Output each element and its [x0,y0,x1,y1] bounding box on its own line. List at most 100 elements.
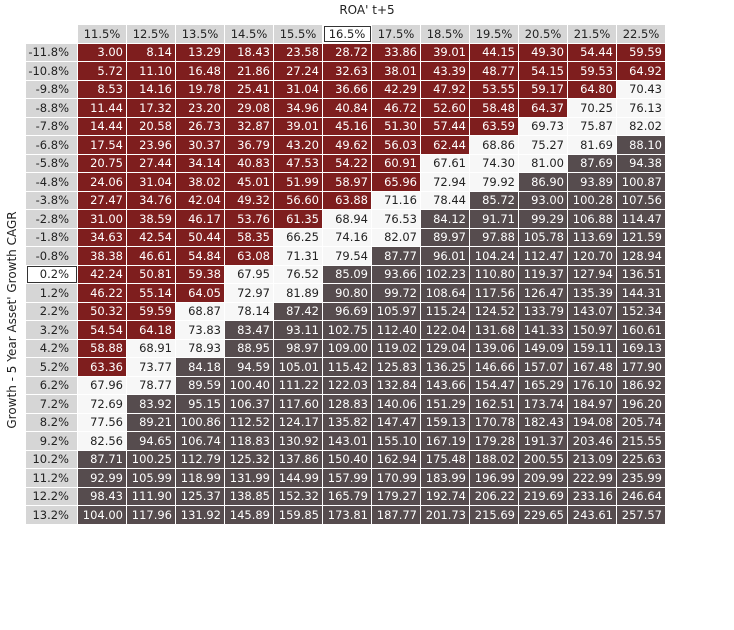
heatmap-cell: 125.83 [371,357,421,377]
heatmap-cell: 111.90 [126,486,176,506]
heatmap-cell: 165.79 [322,486,372,506]
heatmap-cell: 112.79 [175,449,225,469]
heatmap-cell: 106.37 [224,394,274,414]
heatmap-cell: 63.59 [469,116,519,136]
heatmap-cell: 179.27 [371,486,421,506]
heatmap-cell: 29.08 [224,98,274,118]
heatmap-cell: 55.14 [126,283,176,303]
heatmap-cell: 100.28 [567,190,617,210]
heatmap-cell: 229.65 [518,505,568,525]
heatmap-cell: 124.17 [273,412,323,432]
heatmap-cell: 20.58 [126,116,176,136]
heatmap-cell: 17.32 [126,98,176,118]
column-header-18-5pct: 18.5% [420,24,470,44]
heatmap-cell: 175.48 [420,449,470,469]
heatmap-cell: 160.61 [616,320,666,340]
heatmap-cell: 115.42 [322,357,372,377]
heatmap-cell: 60.91 [371,153,421,173]
heatmap-cell: 133.79 [518,301,568,321]
heatmap-cell: 98.97 [273,338,323,358]
heatmap-cell: 143.01 [322,431,372,451]
heatmap-cell: 117.56 [469,283,519,303]
heatmap-cell: 192.74 [420,486,470,506]
heatmap-cell: 40.84 [322,98,372,118]
heatmap-body: -11.8% 3.00 8.14 13.29 18.43 23.58 28.72 33.86 3… [25,42,666,525]
heatmap-cell: 78.93 [175,338,225,358]
heatmap-cell: 78.44 [420,190,470,210]
heatmap-row: 9.2% 82.56 94.65 106.74 118.83 130.92 143.01 15… [25,431,666,451]
heatmap-cell: 167.19 [420,431,470,451]
heatmap-cell: 131.99 [224,468,274,488]
heatmap-cell: 74.30 [469,153,519,173]
row-header: 12.2% [25,486,78,506]
heatmap-cell: 88.10 [616,135,666,155]
heatmap-cell: 47.53 [273,153,323,173]
column-header-11-5pct: 11.5% [77,24,127,44]
heatmap-cell: 170.99 [371,468,421,488]
row-header: -6.8% [25,135,78,155]
heatmap-cell: 64.37 [518,98,568,118]
heatmap-cell: 89.59 [175,375,225,395]
heatmap-row: 6.2% 67.96 78.77 89.59 100.40 111.22 122.03 132… [25,375,666,395]
heatmap-cell: 235.99 [616,468,666,488]
heatmap-cell: 45.01 [224,172,274,192]
heatmap-cell: 64.05 [175,283,225,303]
column-header-12-5pct: 12.5% [126,24,176,44]
heatmap-cell: 94.59 [224,357,274,377]
heatmap-cell: 72.69 [77,394,127,414]
heatmap-cell: 91.71 [469,209,519,229]
heatmap-cell: 58.97 [322,172,372,192]
row-header: 1.2% [25,283,78,303]
heatmap-cell: 23.96 [126,135,176,155]
heatmap-cell: 173.74 [518,394,568,414]
heatmap-cell: 96.69 [322,301,372,321]
heatmap-cell: 20.75 [77,153,127,173]
heatmap-cell: 186.92 [616,375,666,395]
heatmap-row: -5.8% 20.75 27.44 34.14 40.83 47.53 54.22 60.91… [25,153,666,173]
heatmap-cell: 30.37 [175,135,225,155]
heatmap-cell: 106.88 [567,209,617,229]
heatmap-cell: 68.87 [175,301,225,321]
heatmap-cell: 112.52 [224,412,274,432]
row-header: 3.2% [25,320,78,340]
heatmap-cell: 141.33 [518,320,568,340]
heatmap-cell: 120.70 [567,246,617,266]
heatmap-cell: 119.37 [518,264,568,284]
heatmap-cell: 118.83 [224,431,274,451]
heatmap-cell: 70.43 [616,79,666,99]
row-header: 11.2% [25,468,78,488]
heatmap-cell: 183.99 [420,468,470,488]
row-header: -10.8% [25,61,78,81]
heatmap-cell: 196.20 [616,394,666,414]
heatmap-cell: 34.14 [175,153,225,173]
heatmap-cell: 128.83 [322,394,372,414]
heatmap-cell: 194.08 [567,412,617,432]
heatmap-cell: 53.76 [224,209,274,229]
heatmap-row: 13.2% 104.00 117.96 131.92 145.89 159.85 173.8… [25,505,666,525]
heatmap-cell: 147.47 [371,412,421,432]
heatmap-cell: 72.97 [224,283,274,303]
heatmap-cell: 93.11 [273,320,323,340]
heatmap-cell: 151.29 [420,394,470,414]
heatmap-cell: 159.13 [420,412,470,432]
heatmap-cell: 118.99 [175,468,225,488]
heatmap-row: -9.8% 8.53 14.16 19.78 25.41 31.04 36.66 42.29 4… [25,79,666,99]
heatmap-cell: 113.69 [567,227,617,247]
heatmap-cell: 215.69 [469,505,519,525]
column-header-row: 11.5% 12.5% 13.5% 14.5% 15.5% 16.5% 17.5% 18.5%… [25,24,666,44]
heatmap-cell: 94.38 [616,153,666,173]
heatmap-cell: 144.99 [273,468,323,488]
heatmap-cell: 135.39 [567,283,617,303]
heatmap-row: -11.8% 3.00 8.14 13.29 18.43 23.58 28.72 33.86 3… [25,42,666,62]
heatmap-cell: 167.48 [567,357,617,377]
heatmap-cell: 112.40 [371,320,421,340]
row-header: -11.8% [25,42,78,62]
heatmap-cell: 233.16 [567,486,617,506]
heatmap-cell: 173.81 [322,505,372,525]
heatmap-cell: 187.77 [371,505,421,525]
heatmap-row: 11.2% 92.99 105.99 118.99 131.99 144.99 157.99… [25,468,666,488]
heatmap-cell: 146.66 [469,357,519,377]
heatmap-cell: 124.52 [469,301,519,321]
heatmap-cell: 117.96 [126,505,176,525]
column-header-19-5pct: 19.5% [469,24,519,44]
